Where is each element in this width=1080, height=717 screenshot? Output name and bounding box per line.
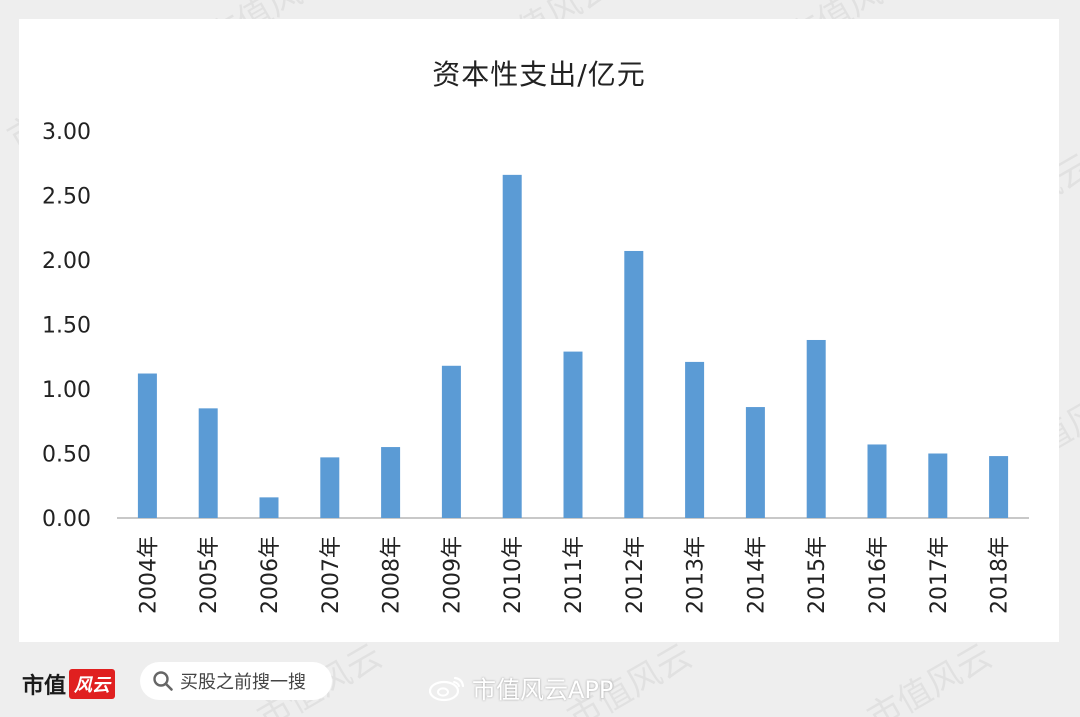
x-tick-label: 2012年: [623, 536, 648, 614]
bar: [259, 497, 279, 518]
x-tick-label: 2008年: [380, 536, 405, 614]
search-box[interactable]: 买股之前搜一搜: [140, 662, 332, 700]
x-tick-label: 2006年: [258, 536, 283, 614]
weibo-label: 市值风云APP: [472, 676, 614, 704]
bar: [502, 174, 522, 519]
x-tick-label: 2017年: [927, 536, 952, 614]
brand-text: 市值: [22, 674, 67, 699]
chart-card: 资本性支出/亿元 0.00 0.50 1.00 1.50 2.00 2.50 3.00 200…: [19, 19, 1059, 642]
brand-badge: 风云: [69, 669, 116, 699]
bar: [441, 365, 461, 518]
bar: [685, 361, 705, 518]
bar: [137, 373, 157, 518]
y-tick-label: 1.50: [42, 314, 91, 339]
footer-bar: 市值 风云 买股之前搜一搜 市值风云APP: [0, 650, 1080, 717]
search-icon: [153, 671, 173, 691]
x-tick-label: 2018年: [988, 536, 1013, 614]
y-tick-label: 0.50: [42, 443, 91, 468]
bar: [806, 339, 826, 518]
x-tick-label: 2015年: [805, 536, 830, 614]
bar: [198, 408, 218, 518]
bar: [989, 456, 1009, 518]
y-tick-label: 2.00: [42, 249, 91, 274]
x-tick-label: 2013年: [684, 536, 709, 614]
y-tick-label: 0.00: [42, 507, 91, 532]
bar: [745, 407, 765, 518]
weibo-account[interactable]: 市值风云APP: [428, 670, 613, 705]
x-tick-label: 2011年: [562, 536, 587, 614]
bar: [381, 447, 401, 518]
bar-chart: 0.00 0.50 1.00 1.50 2.00 2.50 3.00 2004年 2005年 20…: [42, 120, 1029, 614]
x-tick-label: 2010年: [501, 536, 526, 614]
bar: [867, 444, 887, 518]
x-tick-label: 2009年: [440, 536, 465, 614]
x-tick-label: 2004年: [136, 536, 161, 614]
x-tick-label: 2016年: [866, 536, 891, 614]
y-tick-label: 3.00: [42, 120, 91, 145]
chart-title: 资本性支出/亿元: [432, 58, 646, 91]
y-tick-label: 1.00: [42, 378, 91, 403]
bar: [563, 351, 583, 518]
x-tick-label: 2007年: [319, 536, 344, 614]
bar: [928, 453, 948, 518]
bar: [320, 457, 340, 518]
y-tick-label: 2.50: [42, 185, 91, 210]
x-tick-label: 2014年: [744, 536, 769, 614]
weibo-icon: [428, 676, 465, 701]
brand-logo[interactable]: 市值 风云: [22, 668, 116, 700]
x-tick-label: 2005年: [197, 536, 222, 614]
bar: [624, 250, 644, 518]
search-label: 买股之前搜一搜: [180, 672, 306, 693]
